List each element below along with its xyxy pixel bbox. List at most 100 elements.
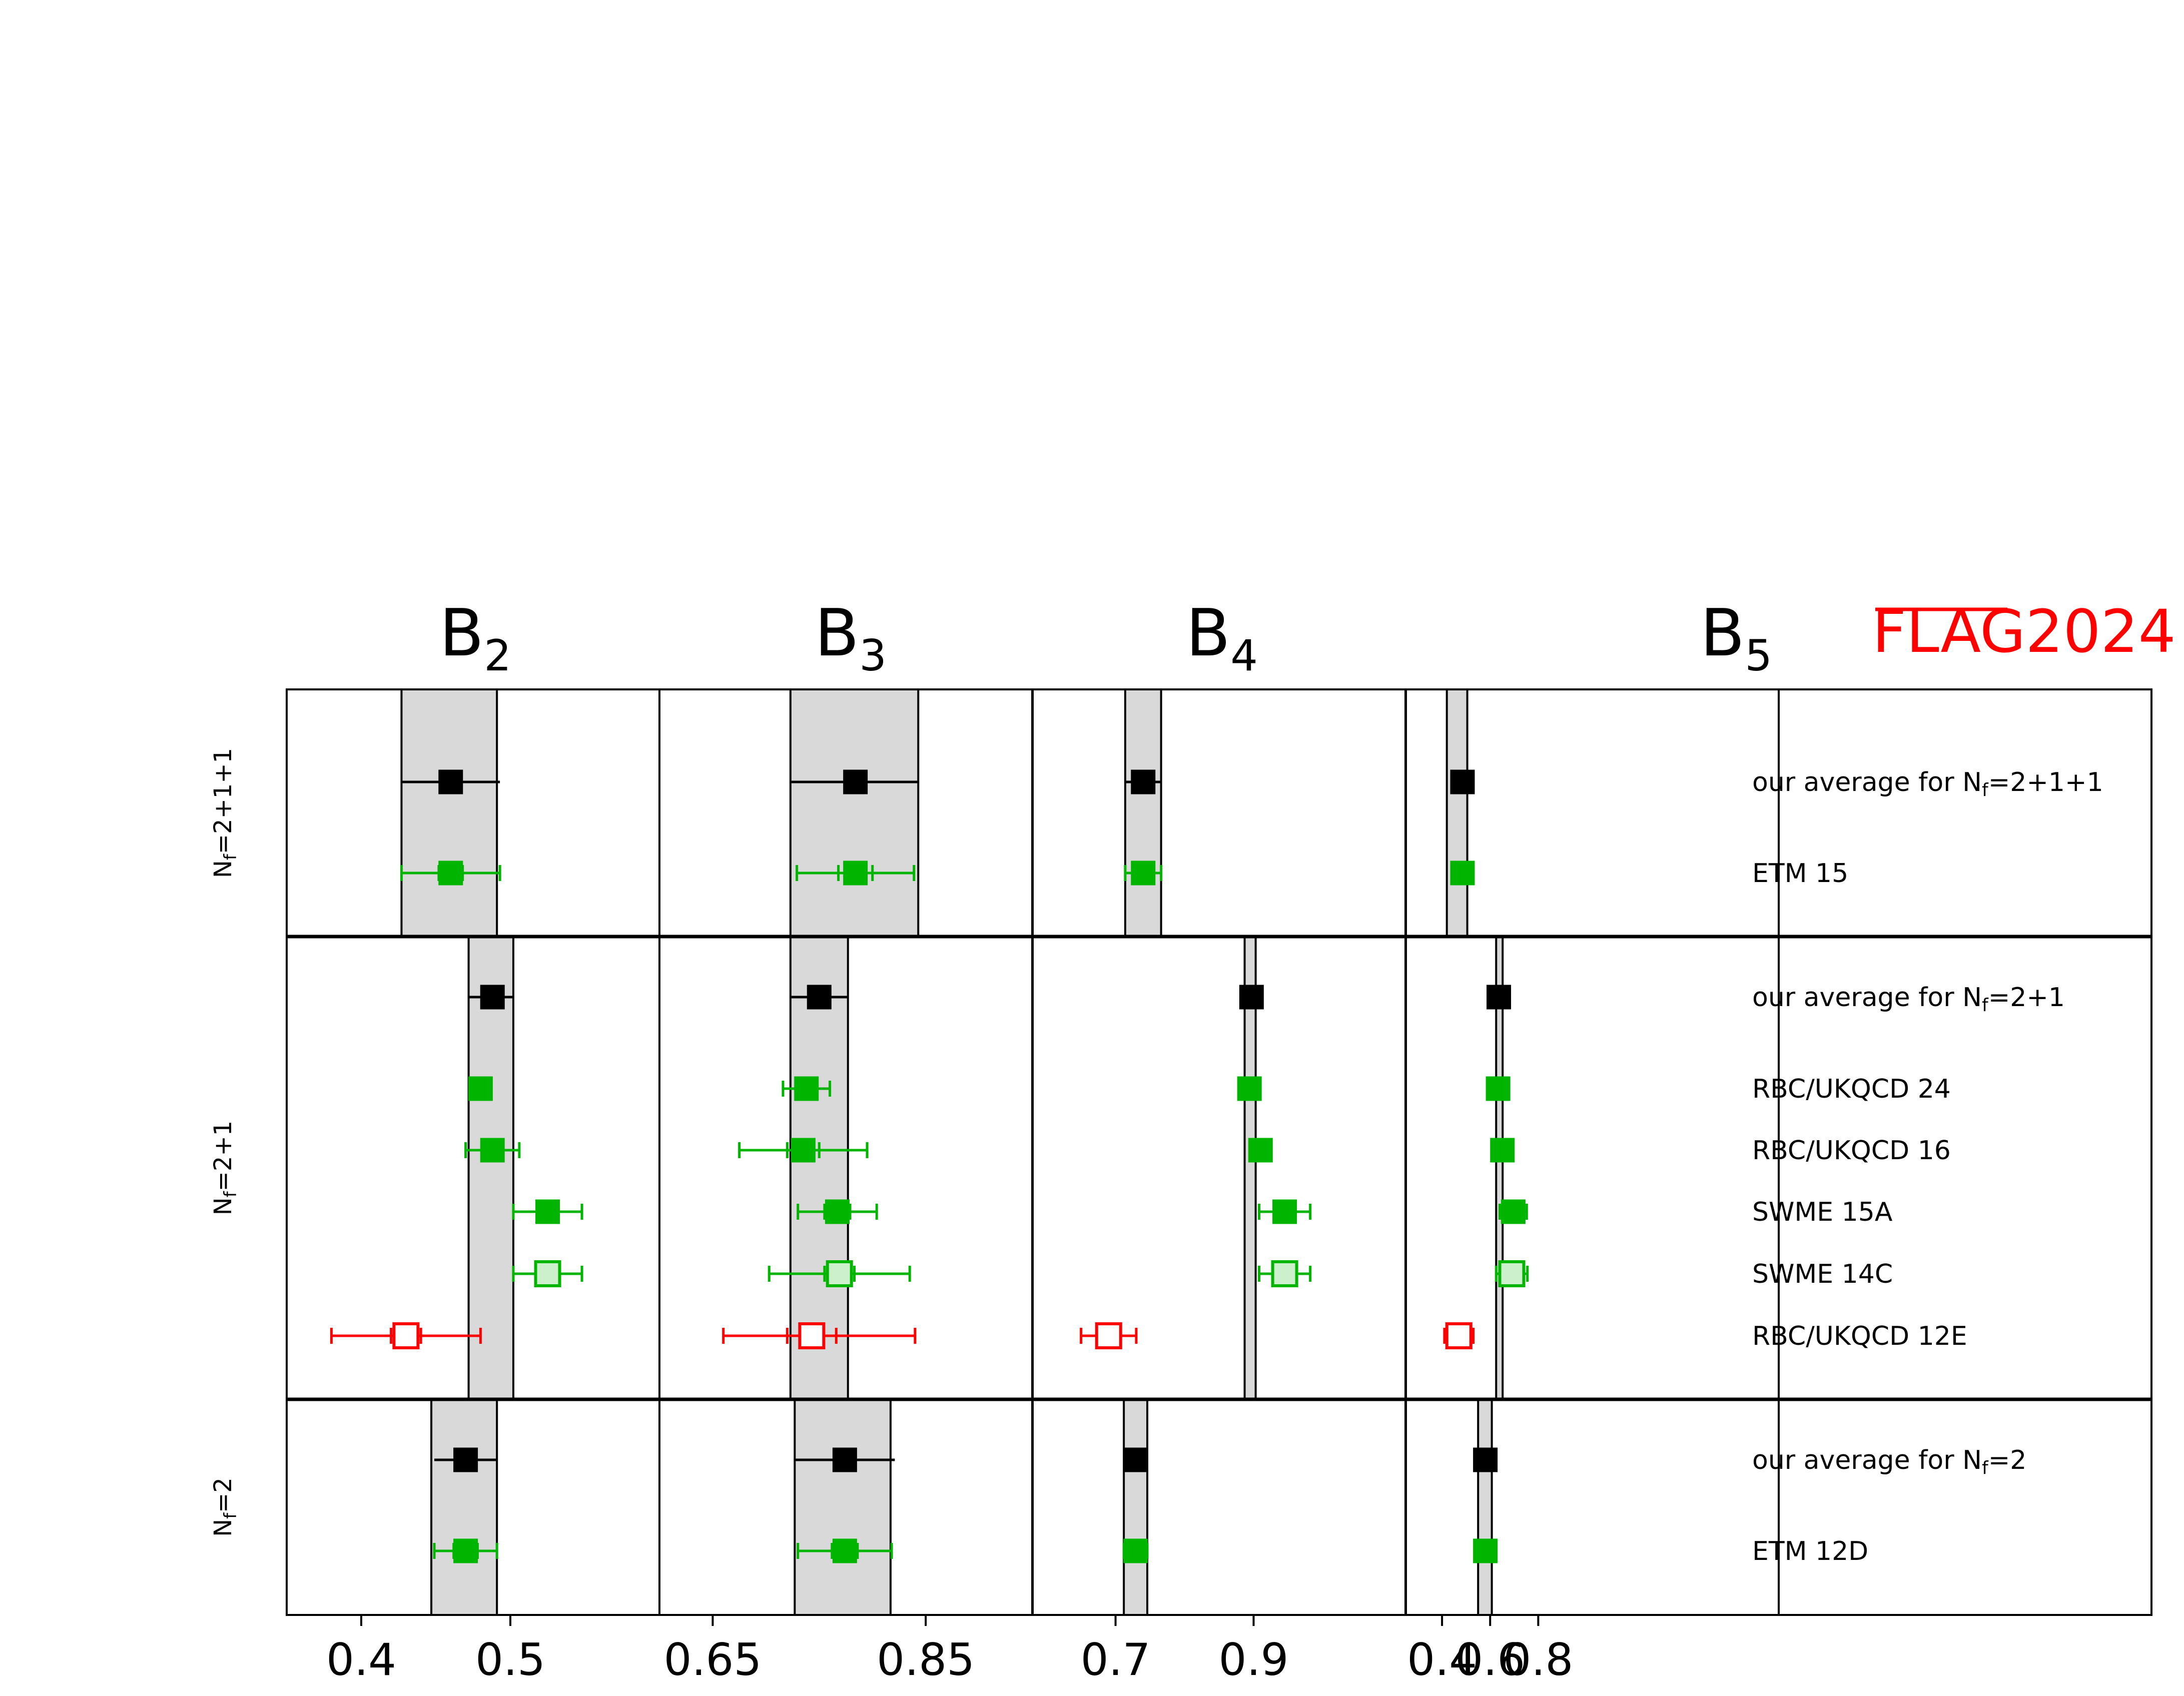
data-point — [790, 985, 848, 1010]
data-point — [1248, 1138, 1273, 1163]
point-marker — [832, 1538, 857, 1563]
average-bands — [400, 688, 1504, 1616]
x-tick-label: 0.5 — [475, 1634, 545, 1685]
point-marker — [453, 1447, 478, 1472]
row-label: our average for Nf=2+1+1 — [1752, 767, 2103, 800]
point-marker — [453, 1538, 478, 1563]
point-marker — [807, 985, 832, 1010]
row-label-equation: =2 — [1988, 1445, 2027, 1475]
data-point — [1258, 1199, 1312, 1224]
data-point — [782, 1076, 832, 1101]
point-marker — [534, 1260, 561, 1287]
group-label-n: N — [209, 1197, 237, 1215]
point-marker — [791, 1138, 816, 1163]
point-marker — [1501, 1199, 1526, 1224]
point-marker — [1498, 1260, 1526, 1287]
data-point — [1123, 1447, 1148, 1472]
row-label: ETM 12D — [1752, 1536, 1868, 1566]
data-point — [512, 1260, 583, 1287]
group-label-equation: =2 — [209, 1477, 237, 1513]
point-marker — [826, 1260, 853, 1287]
data-point — [401, 769, 500, 794]
point-marker — [832, 1447, 857, 1472]
data-point — [400, 861, 501, 886]
x-tick-label: 0.65 — [663, 1634, 762, 1685]
average-band — [1477, 1398, 1493, 1616]
point-marker — [1486, 1076, 1511, 1101]
row-label-text: our average for N — [1752, 1445, 1982, 1475]
data-point — [1486, 1076, 1511, 1101]
data-point — [1237, 1076, 1262, 1101]
group-label-equation: =2+1 — [209, 1121, 237, 1192]
group-label: Nf=2+1+1 — [209, 748, 241, 878]
panel-title-letter: B — [439, 595, 484, 671]
group-label: Nf=2+1 — [209, 1121, 241, 1215]
x-tick-label: 0.4 — [1407, 1634, 1477, 1685]
data-point — [1490, 1138, 1515, 1163]
data-point — [1258, 1260, 1312, 1287]
point-marker — [1450, 769, 1475, 794]
point-marker — [1131, 861, 1156, 886]
row-label-text: ETM 15 — [1752, 859, 1848, 889]
point-marker — [1248, 1138, 1273, 1163]
point-marker — [794, 1076, 819, 1101]
data-point — [1495, 1260, 1529, 1287]
data-point — [795, 1447, 895, 1472]
data-point — [722, 1322, 917, 1349]
data-point — [1450, 769, 1475, 794]
data-point — [1450, 861, 1475, 886]
point-marker — [1271, 1260, 1298, 1287]
point-marker — [843, 769, 868, 794]
row-label-text: SWME 15A — [1752, 1197, 1893, 1227]
point-marker — [480, 1138, 505, 1163]
point-marker — [1239, 985, 1264, 1010]
panel-title: B4 — [1186, 595, 1258, 681]
point-marker — [1487, 985, 1512, 1010]
row-label-text: RBC/UKQCD 16 — [1752, 1136, 1951, 1166]
data-point — [468, 985, 513, 1010]
panel-title-subscript: 5 — [1745, 631, 1772, 681]
panel-title: B5 — [1700, 595, 1772, 681]
average-band — [1123, 1398, 1149, 1616]
panel-title: B2 — [439, 595, 511, 681]
row-label: our average for Nf=2+1 — [1752, 983, 2065, 1016]
row-label-equation: =2+1+1 — [1988, 767, 2103, 797]
data-point — [1124, 861, 1163, 886]
data-point — [1487, 985, 1512, 1010]
point-marker — [438, 769, 463, 794]
average-band — [430, 1398, 498, 1616]
data-point — [433, 1538, 498, 1563]
x-tick-label: 0.85 — [877, 1634, 975, 1685]
average-band — [1445, 688, 1469, 938]
point-marker — [535, 1199, 560, 1224]
data-point — [738, 1138, 869, 1163]
point-marker — [1131, 769, 1156, 794]
average-band — [467, 936, 514, 1400]
data-point — [768, 1260, 911, 1287]
data-point — [1239, 985, 1264, 1010]
data-point — [434, 1447, 497, 1472]
group-label-n: N — [209, 860, 237, 878]
panel-title: B3 — [815, 595, 887, 681]
row-label-subscript: f — [1982, 780, 1989, 800]
data-point — [796, 861, 916, 886]
x-tick-label: 0.6 — [1455, 1634, 1525, 1685]
point-marker — [1490, 1138, 1515, 1163]
row-label-text: our average for N — [1752, 767, 1982, 797]
average-band — [1124, 688, 1162, 938]
row-label-subscript: f — [1982, 995, 1989, 1016]
x-tick-label: 0.7 — [1081, 1634, 1151, 1685]
group-label: Nf=2 — [209, 1477, 241, 1537]
data-point — [797, 1538, 893, 1563]
panel-title-letter: B — [1700, 595, 1745, 671]
point-marker — [1473, 1538, 1498, 1563]
label-area-frame — [1778, 688, 2152, 1616]
row-label: SWME 14C — [1752, 1259, 1893, 1289]
panel-title-letter: B — [815, 595, 859, 671]
panel-frames — [286, 688, 2152, 1626]
group-label-subscript: f — [221, 1191, 241, 1197]
point-marker — [1237, 1076, 1262, 1101]
